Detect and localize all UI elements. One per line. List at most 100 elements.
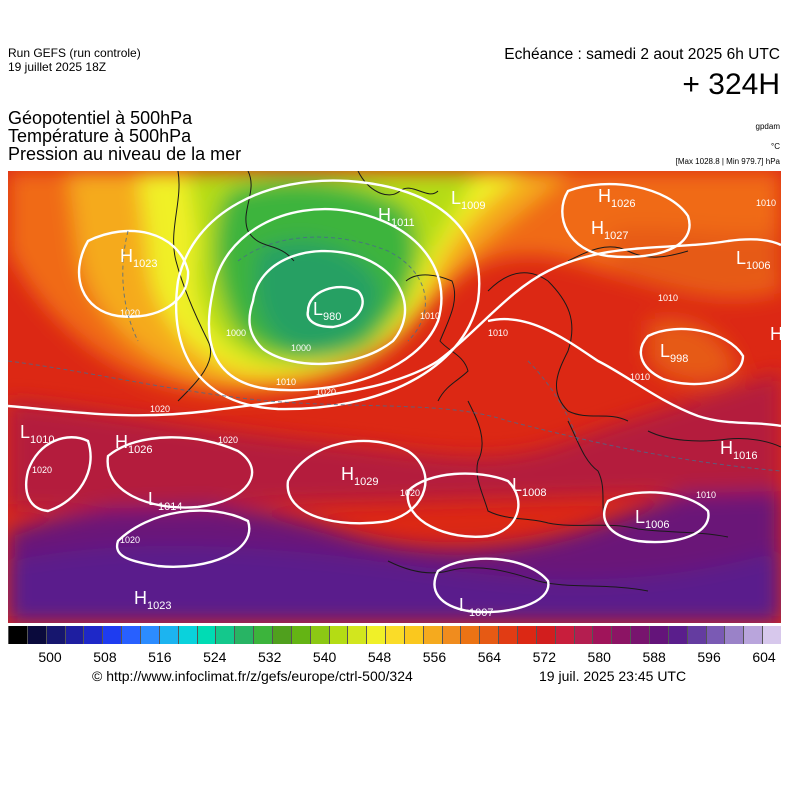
high-pressure-label: H1 <box>770 324 781 348</box>
greenland-coast <box>173 171 212 402</box>
france-iberia-coast <box>467 400 729 538</box>
colorbar-swatch <box>290 626 311 644</box>
run-info: Run GEFS (run controle) 19 juillet 2025 … <box>8 46 141 74</box>
colorbar-swatch <box>667 626 688 644</box>
low-pressure-label: L1014 <box>148 489 183 513</box>
colorbar-swatch <box>45 626 66 644</box>
colorbar-swatch <box>158 626 179 644</box>
colorbar-swatch <box>121 626 141 644</box>
isobar-1020-sw <box>115 509 251 568</box>
barents-coast <box>567 246 689 262</box>
low-pressure-label: L1007 <box>459 595 494 619</box>
isobar-990 <box>248 249 407 366</box>
low-pressure-label: L1006 <box>635 507 670 531</box>
low-pressure-label: L1009 <box>451 188 486 212</box>
title-geopotential: Géopotentiel à 500hPa <box>8 108 193 128</box>
colorbar-swatch <box>271 626 292 644</box>
colorbar-tick-label: 532 <box>258 649 282 665</box>
isobar-high-west <box>77 229 190 318</box>
isobar-value-label: 1020 <box>316 387 336 397</box>
colorbar <box>8 626 782 644</box>
isobar-1000 <box>207 207 443 392</box>
colorbar-swatch <box>743 626 763 644</box>
isobar-high-east <box>561 182 691 259</box>
isobar-value-label: 1020 <box>400 488 420 498</box>
temperature-isotherms <box>8 230 781 472</box>
colorbar-swatch <box>535 626 556 644</box>
colorbar-swatch <box>498 626 518 644</box>
isobar-value-label: 1010 <box>488 328 508 338</box>
colorbar-swatch <box>686 626 707 644</box>
black-sea-coast <box>647 430 781 448</box>
generation-timestamp: 19 juil. 2025 23:45 UTC <box>539 668 687 684</box>
colorbar-swatch <box>328 626 348 644</box>
low-pressure-label: L1010 <box>20 422 55 446</box>
colorbar-tick-label: 604 <box>752 649 776 665</box>
colorbar-swatch <box>366 626 386 644</box>
isobar-value-label: 1020 <box>120 308 140 318</box>
colorbar-swatch <box>554 626 575 644</box>
isobar-1020-north <box>8 238 781 417</box>
isobar-998 <box>639 327 745 386</box>
colorbar-tick-label: 524 <box>203 649 227 665</box>
high-pressure-label: H1026 <box>598 186 635 210</box>
colorbar-tick-label: 500 <box>38 649 62 665</box>
high-pressure-label: H1023 <box>120 246 157 270</box>
high-pressure-label: H1029 <box>341 464 378 488</box>
unit-pressure: [Max 1028.8 | Min 979.7] hPa <box>675 157 780 166</box>
high-pressure-label: H1027 <box>591 218 628 242</box>
pressure-centers: H1023 H1011 L1009 H1026 H1027 L1006 L980 L998 H1… <box>20 186 781 619</box>
colorbar-tick-label: 596 <box>697 649 721 665</box>
isobar-value-label: 1010 <box>756 198 776 208</box>
colorbar-swatch <box>253 626 273 644</box>
colorbar-tick-label: 572 <box>532 649 556 665</box>
colorbar-tick-label: 540 <box>312 649 337 665</box>
colorbar-swatch <box>441 626 461 644</box>
low-pressure-label: L980 <box>313 299 341 323</box>
isobar-value-label: 1020 <box>32 465 52 475</box>
colorbar-swatch <box>422 626 443 644</box>
low-pressure-label: L998 <box>660 341 688 365</box>
colorbar-swatch <box>724 626 744 644</box>
isobar-1006 <box>603 491 710 544</box>
isobar-value-label: 1010 <box>420 311 440 321</box>
weather-map: H1023 H1011 L1009 H1026 H1027 L1006 L980 L998 H1… <box>8 171 781 623</box>
colorbar-swatch <box>705 626 725 644</box>
colorbar-swatch <box>26 626 47 644</box>
title-temperature: Température à 500hPa <box>8 126 192 146</box>
unit-celsius: °C <box>771 142 780 151</box>
low-pressure-label: L1006 <box>736 248 771 272</box>
colorbar-swatch <box>479 626 499 644</box>
colorbar-swatch <box>347 626 367 644</box>
geopotential-field <box>8 171 781 623</box>
isobar-1010-europe <box>487 317 781 428</box>
north-africa-coast <box>387 560 649 592</box>
isotherm-europe <box>527 360 579 442</box>
isobar-1026 <box>106 436 254 509</box>
colorbar-swatch <box>177 626 198 644</box>
colorbar-swatch <box>611 626 631 644</box>
title-pressure: Pression au niveau de la mer <box>8 144 242 164</box>
isobar-value-label: 1010 <box>696 490 716 500</box>
colorbar-swatch <box>573 626 593 644</box>
colorbar-swatch <box>64 626 84 644</box>
isobar-980 <box>306 285 364 329</box>
high-pressure-label: H1016 <box>720 438 757 462</box>
colorbar-tick-label: 580 <box>587 649 611 665</box>
colorbar-swatch <box>234 626 254 644</box>
isobar-value-label: 1000 <box>226 328 246 338</box>
colorbar-swatch <box>762 626 782 644</box>
isobar-value-label: 1000 <box>291 343 311 353</box>
echeance-label: Echéance : samedi 2 aout 2025 6h UTC <box>504 46 780 63</box>
isobar-value-label: 1020 <box>218 435 238 445</box>
colorbar-swatch <box>385 626 405 644</box>
isobar-value-label: 1010 <box>658 293 678 303</box>
isobar-value-label: 1020 <box>150 404 170 414</box>
colorbar-tick-label: 556 <box>422 649 447 665</box>
colorbar-swatch <box>196 626 216 644</box>
colorbar-swatch <box>8 626 28 644</box>
scandinavia-coast <box>487 272 629 422</box>
colorbar-tick-label: 548 <box>367 649 392 665</box>
colorbar-swatch <box>592 626 612 644</box>
unit-gpdam: gpdam <box>755 122 780 131</box>
